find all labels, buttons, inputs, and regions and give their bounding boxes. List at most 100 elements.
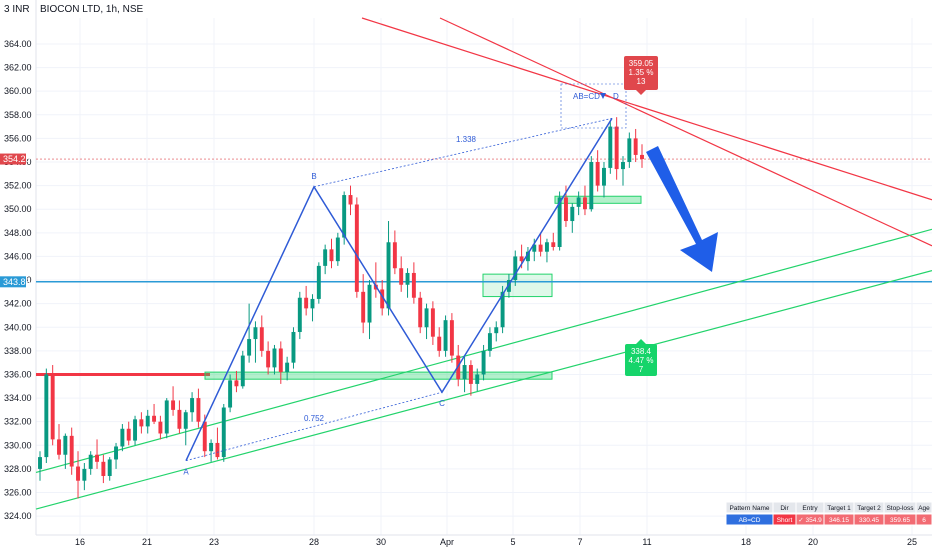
- candle: [513, 250, 518, 286]
- candle-body: [183, 412, 188, 429]
- table-row-value: 6: [922, 517, 926, 524]
- target-box-text: 1.35 %: [629, 68, 654, 77]
- candle-body: [234, 380, 239, 387]
- candle-body: [570, 206, 575, 222]
- stop-box-text: 7: [639, 365, 644, 374]
- target-box-text: 359.05: [629, 59, 654, 68]
- candle-body: [367, 284, 372, 323]
- candle-body: [88, 454, 93, 469]
- candle: [633, 128, 638, 163]
- candle: [228, 374, 233, 413]
- candle-body: [475, 374, 480, 384]
- candlestick-series: [38, 117, 644, 499]
- candle-body: [202, 421, 207, 452]
- candle-body: [608, 126, 613, 168]
- candle-body: [285, 362, 290, 373]
- candle: [171, 386, 176, 416]
- time-tick-label: 11: [642, 537, 651, 547]
- target-box-bg: [624, 56, 658, 90]
- candle: [158, 415, 163, 440]
- candle: [63, 433, 68, 469]
- candle: [285, 356, 290, 381]
- stop-box-text: 338.4: [631, 347, 652, 356]
- projection-arrow: [646, 146, 718, 272]
- candle-body: [171, 400, 176, 410]
- candle-body: [627, 138, 632, 163]
- candle: [196, 388, 201, 428]
- candle-body: [139, 419, 144, 427]
- candle-body: [272, 348, 277, 368]
- candle-body: [38, 457, 42, 469]
- pattern-point-d: D: [613, 92, 619, 101]
- candle-body: [63, 435, 68, 455]
- candle-body: [69, 435, 74, 467]
- candle-body: [348, 195, 353, 205]
- candle-body: [120, 428, 125, 447]
- candle-body: [164, 400, 169, 434]
- support-zone: [204, 371, 553, 380]
- candle: [576, 191, 581, 216]
- time-tick-label: 25: [907, 537, 917, 547]
- candle-body: [386, 242, 391, 309]
- candle-body: [532, 244, 537, 252]
- abcd-pattern[interactable]: A B C 0.752 1.338 AB=CD D: [183, 83, 627, 477]
- candle: [69, 427, 74, 475]
- price-tick-label: 324.00: [4, 511, 32, 521]
- pattern-legs: [185, 117, 613, 461]
- candle: [405, 268, 410, 298]
- candle: [57, 424, 61, 460]
- time-axis[interactable]: 16 21 23 28 30 Apr 5 7 11 18 20 25: [36, 534, 932, 547]
- candle-body: [487, 333, 492, 351]
- pattern-table[interactable]: Pattern Name AB=CD Dir Short Entry ✓ 354.9 Tar…: [725, 501, 932, 526]
- candle: [209, 439, 214, 462]
- time-tick-label: 16: [75, 537, 85, 547]
- candle-body: [44, 374, 49, 458]
- candle: [183, 409, 188, 446]
- price-tick-label: 352.00: [4, 181, 32, 191]
- candle: [139, 412, 144, 434]
- candle-body: [247, 339, 252, 356]
- candle-body: [557, 197, 562, 247]
- candle: [487, 327, 492, 357]
- candle-body: [342, 195, 347, 238]
- candle: [551, 232, 556, 251]
- candle: [95, 439, 99, 469]
- candle-body: [335, 237, 340, 262]
- price-tick-label: 362.00: [4, 63, 32, 73]
- ratio-line-ac: [185, 391, 443, 462]
- candle: [583, 185, 587, 216]
- candle: [354, 197, 359, 298]
- candle: [608, 120, 613, 174]
- time-tick-label: 28: [309, 537, 319, 547]
- table-row-value: 359.65: [890, 517, 910, 524]
- candle: [570, 203, 575, 233]
- price-tick-label: 364.00: [4, 39, 32, 49]
- candle: [640, 144, 644, 168]
- candle: [88, 451, 93, 475]
- ratio-line-bd: [313, 117, 613, 188]
- candle-body: [462, 365, 467, 380]
- candle: [50, 365, 55, 446]
- candle-body: [424, 308, 429, 328]
- candle-body: [430, 308, 435, 337]
- table-row-cell: [915, 513, 932, 526]
- candle-body: [583, 197, 587, 210]
- candle: [152, 403, 157, 425]
- price-tick-label: 326.00: [4, 488, 32, 498]
- candle-body: [177, 409, 182, 429]
- candle: [411, 262, 416, 304]
- candle: [595, 150, 600, 192]
- currency-label: 3 INR: [4, 4, 30, 15]
- candle-body: [266, 350, 271, 368]
- arrow-down-icon: [646, 146, 718, 272]
- candle: [544, 238, 549, 263]
- stop-box-text: 4.47 %: [629, 356, 654, 365]
- candle: [602, 162, 606, 198]
- target-box: 359.051.35 %13: [624, 56, 658, 90]
- table-header-label: Target 1: [827, 505, 851, 512]
- price-tick-label: 338.00: [4, 346, 32, 356]
- candle-body: [158, 421, 163, 434]
- candle: [38, 451, 42, 481]
- table-header-label: Entry: [802, 505, 818, 512]
